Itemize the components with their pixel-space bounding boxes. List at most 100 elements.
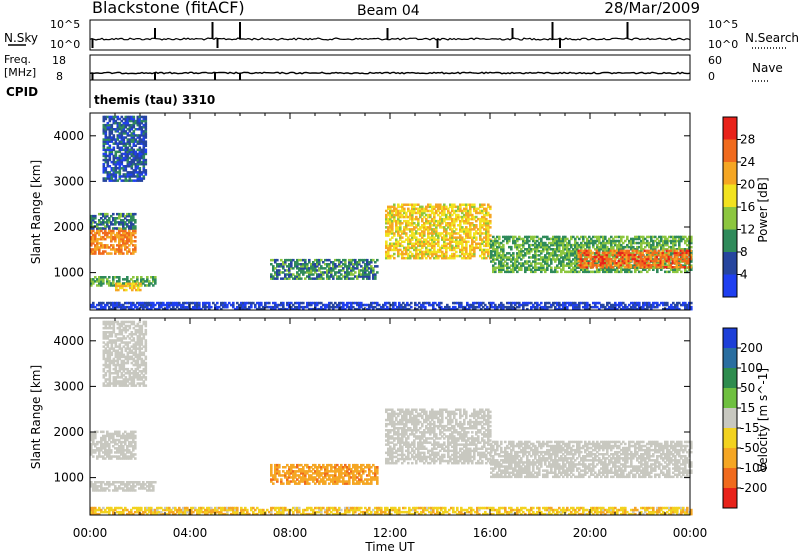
data-cell — [134, 213, 137, 216]
data-cell — [628, 250, 631, 253]
colorbar-swatch — [723, 117, 737, 140]
colorbar-tick-label: 16 — [740, 200, 755, 214]
data-cell — [208, 302, 211, 305]
nsky-tick-top: 10^5 — [50, 18, 80, 31]
nave-label: Nave — [752, 61, 783, 75]
data-cell — [135, 283, 138, 286]
data-cell — [630, 271, 633, 274]
nave-tick-bottom: 0 — [708, 70, 715, 83]
freq-unit-label: [MHz] — [4, 66, 36, 79]
data-cell — [630, 264, 633, 267]
data-cell — [110, 449, 113, 452]
colorbar-tick-label: 20 — [740, 178, 755, 192]
data-cell — [92, 302, 95, 305]
data-cell — [133, 116, 136, 119]
data-cell — [344, 259, 347, 262]
data-cell — [510, 246, 513, 249]
data-cell — [410, 302, 413, 305]
data-cell — [118, 431, 121, 434]
data-cell — [385, 241, 388, 244]
power-data — [90, 116, 693, 311]
data-cell — [308, 259, 311, 262]
date-label: 28/Mar/2009 — [604, 0, 700, 17]
nsky-panel-frame — [90, 20, 690, 50]
nsearch-tick-bottom: 10^0 — [708, 38, 738, 51]
data-cell — [393, 253, 396, 256]
nsearch-label: N.Search — [745, 31, 799, 45]
data-cell — [112, 244, 115, 247]
data-cell — [134, 240, 137, 243]
data-cell — [126, 276, 129, 279]
data-cell — [136, 276, 139, 279]
data-cell — [132, 276, 135, 279]
range-tick-label: 3000 — [53, 174, 84, 188]
data-cell — [145, 116, 148, 119]
data-cell — [424, 306, 427, 309]
data-cell — [106, 213, 109, 216]
data-cell — [210, 306, 213, 309]
data-cell — [638, 302, 641, 305]
data-cell — [556, 271, 559, 274]
data-cell — [489, 206, 492, 209]
data-cell — [122, 252, 125, 255]
colorbar-swatch — [723, 252, 737, 275]
colorbar-swatch — [723, 185, 737, 208]
data-cell — [268, 302, 271, 305]
data-cell — [134, 431, 137, 434]
data-cell — [440, 302, 443, 305]
data-cell — [139, 283, 142, 286]
data-cell — [134, 457, 137, 460]
data-cell — [216, 302, 219, 305]
data-cell — [282, 302, 285, 305]
data-cell — [455, 228, 458, 231]
data-cell — [134, 225, 137, 228]
data-cell — [376, 259, 379, 262]
colorbar-swatch — [723, 275, 737, 298]
nsky-tick-bottom: 10^0 — [50, 38, 80, 51]
data-cell — [489, 220, 492, 223]
data-cell — [393, 204, 396, 207]
data-cell — [666, 302, 669, 305]
data-cell — [512, 252, 515, 255]
data-cell — [145, 159, 148, 162]
data-cell — [145, 140, 148, 143]
data-cell — [626, 236, 629, 239]
data-cell — [460, 302, 463, 305]
freq-panel-frame — [90, 55, 690, 80]
data-cell — [354, 271, 357, 274]
data-cell — [550, 267, 553, 270]
data-cell — [118, 276, 121, 279]
data-cell — [276, 259, 279, 262]
data-cell — [128, 248, 131, 251]
data-cell — [622, 236, 625, 239]
freq-label: Freq. — [4, 53, 31, 66]
data-cell — [604, 236, 607, 239]
data-cell — [300, 277, 303, 280]
data-cell — [139, 167, 142, 170]
data-cell — [483, 204, 486, 207]
colorbar-tick-label: 28 — [740, 133, 755, 147]
data-cell — [403, 208, 406, 211]
data-cell — [134, 219, 137, 222]
data-cell — [475, 224, 478, 227]
data-cell — [475, 236, 478, 239]
data-cell — [134, 435, 137, 438]
data-cell — [302, 302, 305, 305]
data-cell — [94, 215, 97, 218]
power-ylabel: Slant Range [km] — [29, 160, 43, 264]
range-tick-label: 2000 — [53, 220, 84, 234]
colorbar-swatch — [723, 230, 737, 253]
data-cell — [592, 252, 595, 255]
data-cell — [489, 234, 492, 237]
colorbar-tick-label: 8 — [740, 245, 748, 259]
data-cell — [304, 259, 307, 262]
data-cell — [502, 244, 505, 247]
data-cell — [376, 265, 379, 268]
data-cell — [498, 236, 501, 239]
range-tick-label: 1000 — [53, 266, 84, 280]
data-cell — [232, 302, 235, 305]
data-cell — [112, 213, 115, 216]
